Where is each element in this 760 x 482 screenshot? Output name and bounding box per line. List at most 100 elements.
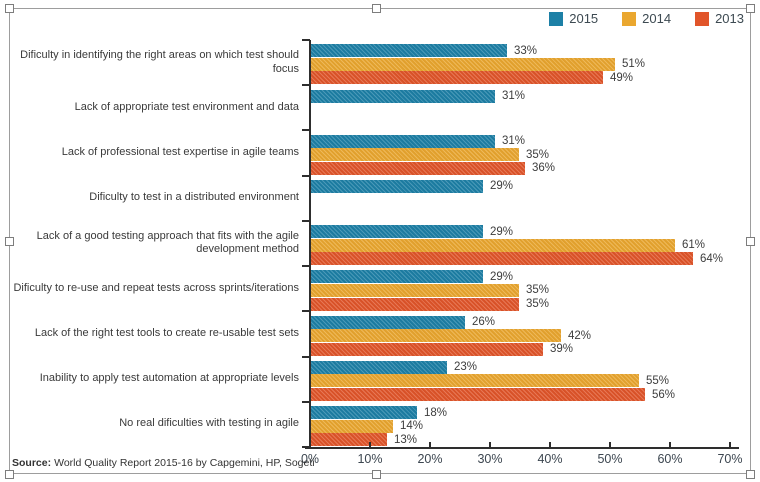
bar-line: 64% xyxy=(309,252,752,266)
bar-2014 xyxy=(309,148,519,162)
y-axis-group-tick xyxy=(302,400,310,403)
bar-value-label: 64% xyxy=(700,252,724,265)
chart-row: Lack of professional test expertise in a… xyxy=(12,130,752,175)
x-axis-tick-label: 40% xyxy=(537,452,563,466)
bar-line: 56% xyxy=(309,388,752,402)
y-axis-group-tick xyxy=(302,39,310,41)
bar-line: 36% xyxy=(309,161,752,176)
bar-2013 xyxy=(309,433,387,447)
bar-value-label: 23% xyxy=(454,361,478,374)
x-axis-tick xyxy=(609,442,611,447)
x-axis-tick xyxy=(489,442,491,447)
bar-stack: 31% xyxy=(309,85,752,130)
y-axis-group-tick xyxy=(302,84,310,87)
y-axis-group-tick xyxy=(302,219,310,222)
x-axis-tick-label: 70% xyxy=(717,452,743,466)
bar-line: 13% xyxy=(309,433,752,447)
bar-2015 xyxy=(309,360,447,374)
bar-value-label: 36% xyxy=(532,162,556,175)
chart-row: Lack of a good testing approach that fit… xyxy=(12,221,752,266)
bar-value-label: 35% xyxy=(526,148,550,161)
bar-stack: 33% 51% 49% xyxy=(309,40,752,85)
y-axis-group-tick xyxy=(302,310,310,313)
bar-value-label: 18% xyxy=(424,406,448,419)
bar-2014 xyxy=(309,329,561,343)
bar-value-label: 14% xyxy=(400,420,424,433)
selection-handle-ne[interactable] xyxy=(746,4,755,13)
selection-handle-s[interactable] xyxy=(372,470,381,479)
bar-value-label: 61% xyxy=(682,239,706,252)
y-axis-group-tick xyxy=(302,174,310,177)
chart-row: No real dificulties with testing in agil… xyxy=(12,402,752,447)
bar-line: 26% xyxy=(309,315,752,329)
x-axis-tick xyxy=(729,442,731,447)
bar-line: 29% xyxy=(309,225,752,239)
chart-row: Dificulty to re-use and repeat tests acr… xyxy=(12,266,752,311)
bar-line: 33% xyxy=(309,44,752,58)
bar-value-label: 42% xyxy=(568,329,592,342)
bar-2014 xyxy=(309,419,393,433)
selection-handle-w[interactable] xyxy=(5,237,14,246)
x-axis-tick-label: 60% xyxy=(657,452,683,466)
bar-stack: 29% 35% 35% xyxy=(309,266,752,311)
bar-stack: 29% xyxy=(309,176,752,221)
bar-2015 xyxy=(309,406,417,420)
selection-handle-n[interactable] xyxy=(372,4,381,13)
category-label: Lack of appropriate test environment and… xyxy=(74,100,299,113)
selection-handle-nw[interactable] xyxy=(5,4,14,13)
x-axis-tick-label: 50% xyxy=(597,452,623,466)
chart-row: Inability to apply test automation at ap… xyxy=(12,357,752,402)
bar-value-label: 13% xyxy=(394,433,418,446)
selection-handle-sw[interactable] xyxy=(5,470,14,479)
bar-2015 xyxy=(309,315,465,329)
selection-handle-se[interactable] xyxy=(746,470,755,479)
bar-2014 xyxy=(309,374,639,388)
category-label: Lack of the right test tools to create r… xyxy=(34,327,299,340)
legend-swatch-icon xyxy=(695,11,710,26)
bar-value-label: 29% xyxy=(490,270,514,283)
chart-rows: Dificulty in identifying the right areas… xyxy=(12,40,752,447)
bar-line: 61% xyxy=(309,238,752,252)
source-prefix: Source: xyxy=(12,457,52,469)
bar-line: 23% xyxy=(309,360,752,375)
bar-line: 18% xyxy=(309,406,752,420)
legend-item-2013: 2013 xyxy=(695,11,744,26)
bar-stack: 31% 35% 36% xyxy=(309,130,752,175)
bar-2015 xyxy=(309,134,495,148)
bar-line: 31% xyxy=(309,134,752,148)
bar-2015 xyxy=(309,44,507,58)
category-label: Dificulty to test in a distributed envir… xyxy=(89,191,299,204)
category-label: Dificulty in identifying the right areas… xyxy=(20,48,299,75)
bar-line: 14% xyxy=(309,419,752,433)
bar-value-label: 49% xyxy=(610,71,634,84)
bar-line: 51% xyxy=(309,57,752,72)
bar-2014 xyxy=(309,57,615,71)
category-label: Dificulty to re-use and repeat tests acr… xyxy=(13,281,299,294)
bar-line: 35% xyxy=(309,148,752,162)
x-axis-tick xyxy=(309,442,311,447)
bar-2013 xyxy=(309,388,645,402)
legend-label: 2013 xyxy=(715,11,744,26)
y-axis-group-tick xyxy=(302,129,310,132)
bar-line: 29% xyxy=(309,270,752,284)
x-axis-tick-label: 30% xyxy=(477,452,503,466)
bar-value-label: 29% xyxy=(490,225,514,238)
chart-legend: 2015 2014 2013 xyxy=(549,11,744,26)
bar-stack: 26% 42% 39% xyxy=(309,311,752,356)
bar-line: 31% xyxy=(309,89,752,103)
x-axis-tick xyxy=(549,442,551,447)
y-axis-group-tick xyxy=(302,265,310,268)
chart-row: Lack of appropriate test environment and… xyxy=(12,85,752,130)
bar-stack: 23% 55% 56% xyxy=(309,357,752,402)
chart-row: Dificulty to test in a distributed envir… xyxy=(12,176,752,221)
x-axis-tick xyxy=(669,442,671,447)
bar-line: 49% xyxy=(309,71,752,85)
legend-item-2014: 2014 xyxy=(622,11,671,26)
legend-swatch-icon xyxy=(622,11,637,26)
chart-row: Lack of the right test tools to create r… xyxy=(12,311,752,356)
selection-handle-e[interactable] xyxy=(746,237,755,246)
x-axis-tick xyxy=(429,442,431,447)
bar-line: 35% xyxy=(309,297,752,311)
bar-line: 42% xyxy=(309,329,752,343)
bar-line: 39% xyxy=(309,342,752,357)
